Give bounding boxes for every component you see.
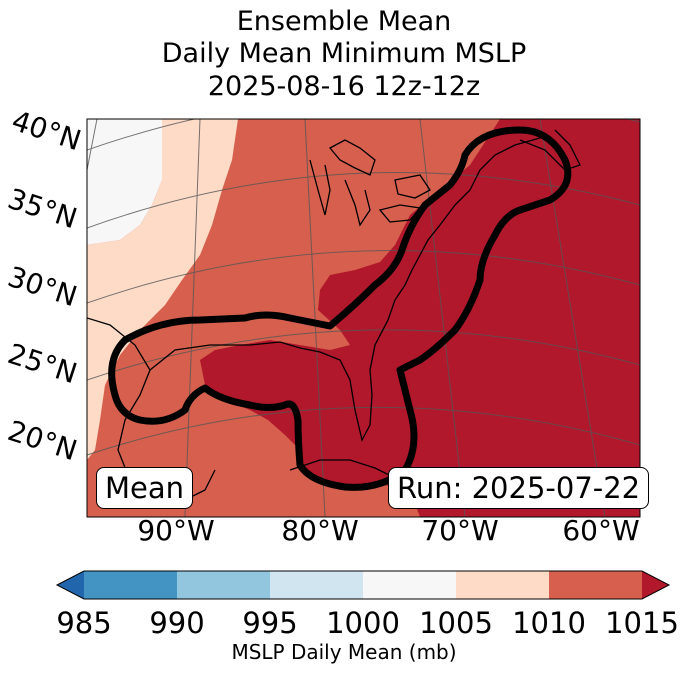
colorbar-bin-990-995	[177, 571, 270, 599]
title-line-3: 2025-08-16 12z-12z	[207, 71, 481, 102]
colorbar-extend-low	[57, 571, 84, 599]
run-label-box: Run: 2025-07-22	[388, 467, 650, 509]
lon-label-70w: 70°W	[421, 514, 499, 547]
lon-label-60w: 60°W	[562, 514, 640, 547]
colorbar-bin-1010-1015	[549, 571, 642, 599]
colorbar-tick-1015: 1015	[605, 606, 679, 640]
mslp-over-1015-region	[200, 119, 640, 517]
colorbar-tick-995: 995	[242, 606, 298, 640]
colorbar	[55, 570, 671, 600]
mslp-over-1015-region-cuba	[300, 448, 380, 470]
colorbar-bin-985-990	[84, 571, 177, 599]
mslp-1005-1010-region	[87, 119, 238, 460]
colorbar-tick-985: 985	[56, 606, 112, 640]
title-line-1: Ensemble Mean	[236, 6, 452, 37]
colorbar-tick-1000: 1000	[326, 606, 400, 640]
mslp-contour	[108, 126, 572, 491]
colorbar-bin-1000-1005	[363, 571, 456, 599]
map-frame	[86, 118, 641, 518]
colorbar-extend-high	[642, 571, 669, 599]
lon-label-80w: 80°W	[281, 514, 359, 547]
colorbar-tick-1010: 1010	[512, 606, 586, 640]
mean-label-box: Mean	[96, 467, 194, 509]
colorbar-tick-990: 990	[149, 606, 205, 640]
colorbar-bin-995-1000	[270, 571, 363, 599]
colorbar-outline	[55, 570, 671, 600]
colorbar-tick-1005: 1005	[419, 606, 493, 640]
lon-label-90w: 90°W	[137, 514, 215, 547]
colorbar-bin-1005-1010	[456, 571, 549, 599]
colorbar-label: MSLP Daily Mean (mb)	[231, 640, 457, 664]
mslp-1000-1005-region	[87, 119, 162, 245]
title-line-2: Daily Mean Minimum MSLP	[161, 38, 527, 69]
